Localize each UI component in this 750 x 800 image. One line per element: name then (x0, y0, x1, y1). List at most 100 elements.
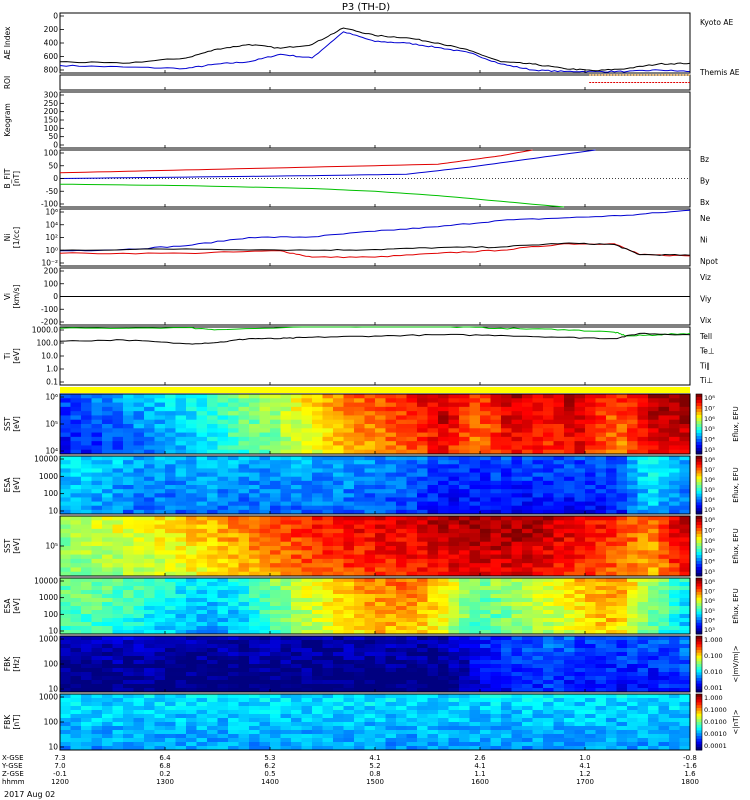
heatmap-cell (637, 493, 649, 498)
heatmap-cell (438, 630, 449, 635)
heatmap-cell (312, 476, 323, 482)
heatmap-cell (175, 622, 187, 627)
heatmap-cell (564, 602, 575, 607)
heatmap-cell (312, 436, 323, 442)
heatmap-cell (133, 582, 145, 587)
heatmap-cell (438, 398, 449, 404)
heatmap-cell (532, 520, 544, 526)
heatmap-cell (228, 726, 239, 731)
heatmap-cell (417, 436, 428, 442)
heatmap-cell (627, 660, 638, 665)
heatmap-cell (406, 622, 418, 627)
heatmap-cell (375, 602, 386, 607)
heatmap-cell (385, 618, 397, 623)
heatmap-cell (175, 563, 187, 568)
colorbar-segment (696, 442, 702, 446)
heatmap-cell (343, 702, 355, 707)
heatmap-cell (207, 636, 218, 641)
heatmap-cell (102, 509, 113, 515)
colorbar-tick-label: 10⁷ (704, 588, 715, 596)
heatmap-cell (585, 648, 596, 653)
heatmap-cell (312, 726, 323, 731)
heatmap-cell (291, 406, 302, 412)
heatmap-cell (343, 428, 355, 434)
heatmap-cell (165, 680, 176, 685)
heatmap-cell (427, 618, 439, 623)
heatmap-cell (144, 520, 155, 526)
heatmap-cell (81, 554, 92, 560)
heatmap-cell (585, 602, 596, 607)
heatmap-cell (123, 558, 134, 564)
heatmap-cell (595, 626, 607, 631)
heatmap-cell (417, 648, 428, 653)
heatmap-cell (616, 428, 628, 434)
heatmap-cell (658, 533, 670, 538)
heatmap-cell (448, 644, 460, 649)
heatmap-cell (322, 445, 334, 451)
heatmap-cell (406, 406, 418, 412)
heatmap-cell (144, 680, 155, 685)
heatmap-cell (543, 688, 554, 693)
heatmap-cell (532, 505, 544, 511)
heatmap-cell (280, 578, 292, 583)
heatmap-cell (553, 656, 565, 661)
heatmap-cell (406, 660, 418, 665)
heatmap-cell (238, 419, 250, 425)
heatmap-cell (522, 480, 533, 486)
colorbar-segment (696, 540, 702, 544)
heatmap-cell (469, 419, 481, 425)
heatmap-cell (322, 464, 334, 469)
heatmap-cell (375, 489, 386, 494)
heatmap-cell (658, 652, 670, 657)
heatmap-cell (144, 428, 155, 434)
heatmap-cell (301, 509, 313, 515)
heatmap-cell (91, 660, 103, 665)
heatmap-cell (522, 497, 533, 503)
heatmap-cell (133, 464, 145, 469)
heatmap-cell (207, 563, 218, 568)
heatmap-cell (322, 626, 334, 631)
heatmap-cell (270, 436, 281, 442)
heatmap-cell (133, 524, 145, 530)
heatmap-cell (112, 554, 124, 560)
heatmap-cell (175, 524, 187, 530)
heatmap-cell (228, 718, 239, 723)
heatmap-cell (417, 622, 428, 627)
heatmap-cell (249, 582, 260, 587)
heatmap-cell (658, 460, 670, 465)
heatmap-cell (595, 505, 607, 511)
y-tick-label: 100 (44, 149, 59, 158)
heatmap-cell (102, 714, 113, 719)
heatmap-cell (70, 734, 82, 739)
heatmap-cell (438, 567, 449, 573)
heatmap-cell (81, 415, 92, 421)
heatmap-cell (616, 537, 628, 543)
heatmap-cell (375, 668, 386, 673)
heatmap-cell (144, 630, 155, 635)
heatmap-cell (595, 614, 607, 619)
heatmap-cell (459, 571, 470, 577)
heatmap-cell (595, 636, 607, 641)
heatmap-cell (312, 468, 323, 474)
heatmap-cell (564, 554, 575, 560)
heatmap-cell (270, 602, 281, 607)
heatmap-cell (543, 441, 554, 446)
heatmap-cell (385, 456, 397, 461)
heatmap-cell (595, 497, 607, 503)
heatmap-cell (238, 415, 250, 421)
series-line (59, 242, 691, 256)
heatmap-cell (511, 652, 523, 657)
heatmap-cell (669, 590, 680, 595)
heatmap-cell (249, 571, 260, 577)
heatmap-cell (144, 493, 155, 498)
heatmap-cell (196, 738, 208, 743)
heatmap-cell (291, 722, 302, 727)
heatmap-cell (312, 563, 323, 568)
heatmap-cell (585, 424, 596, 429)
colorbar-segment (696, 461, 702, 466)
heatmap-cell (238, 476, 250, 482)
heatmap-cell (81, 672, 92, 677)
heatmap-cell (448, 460, 460, 465)
heatmap-cell (144, 456, 155, 461)
heatmap-cell (70, 550, 82, 556)
